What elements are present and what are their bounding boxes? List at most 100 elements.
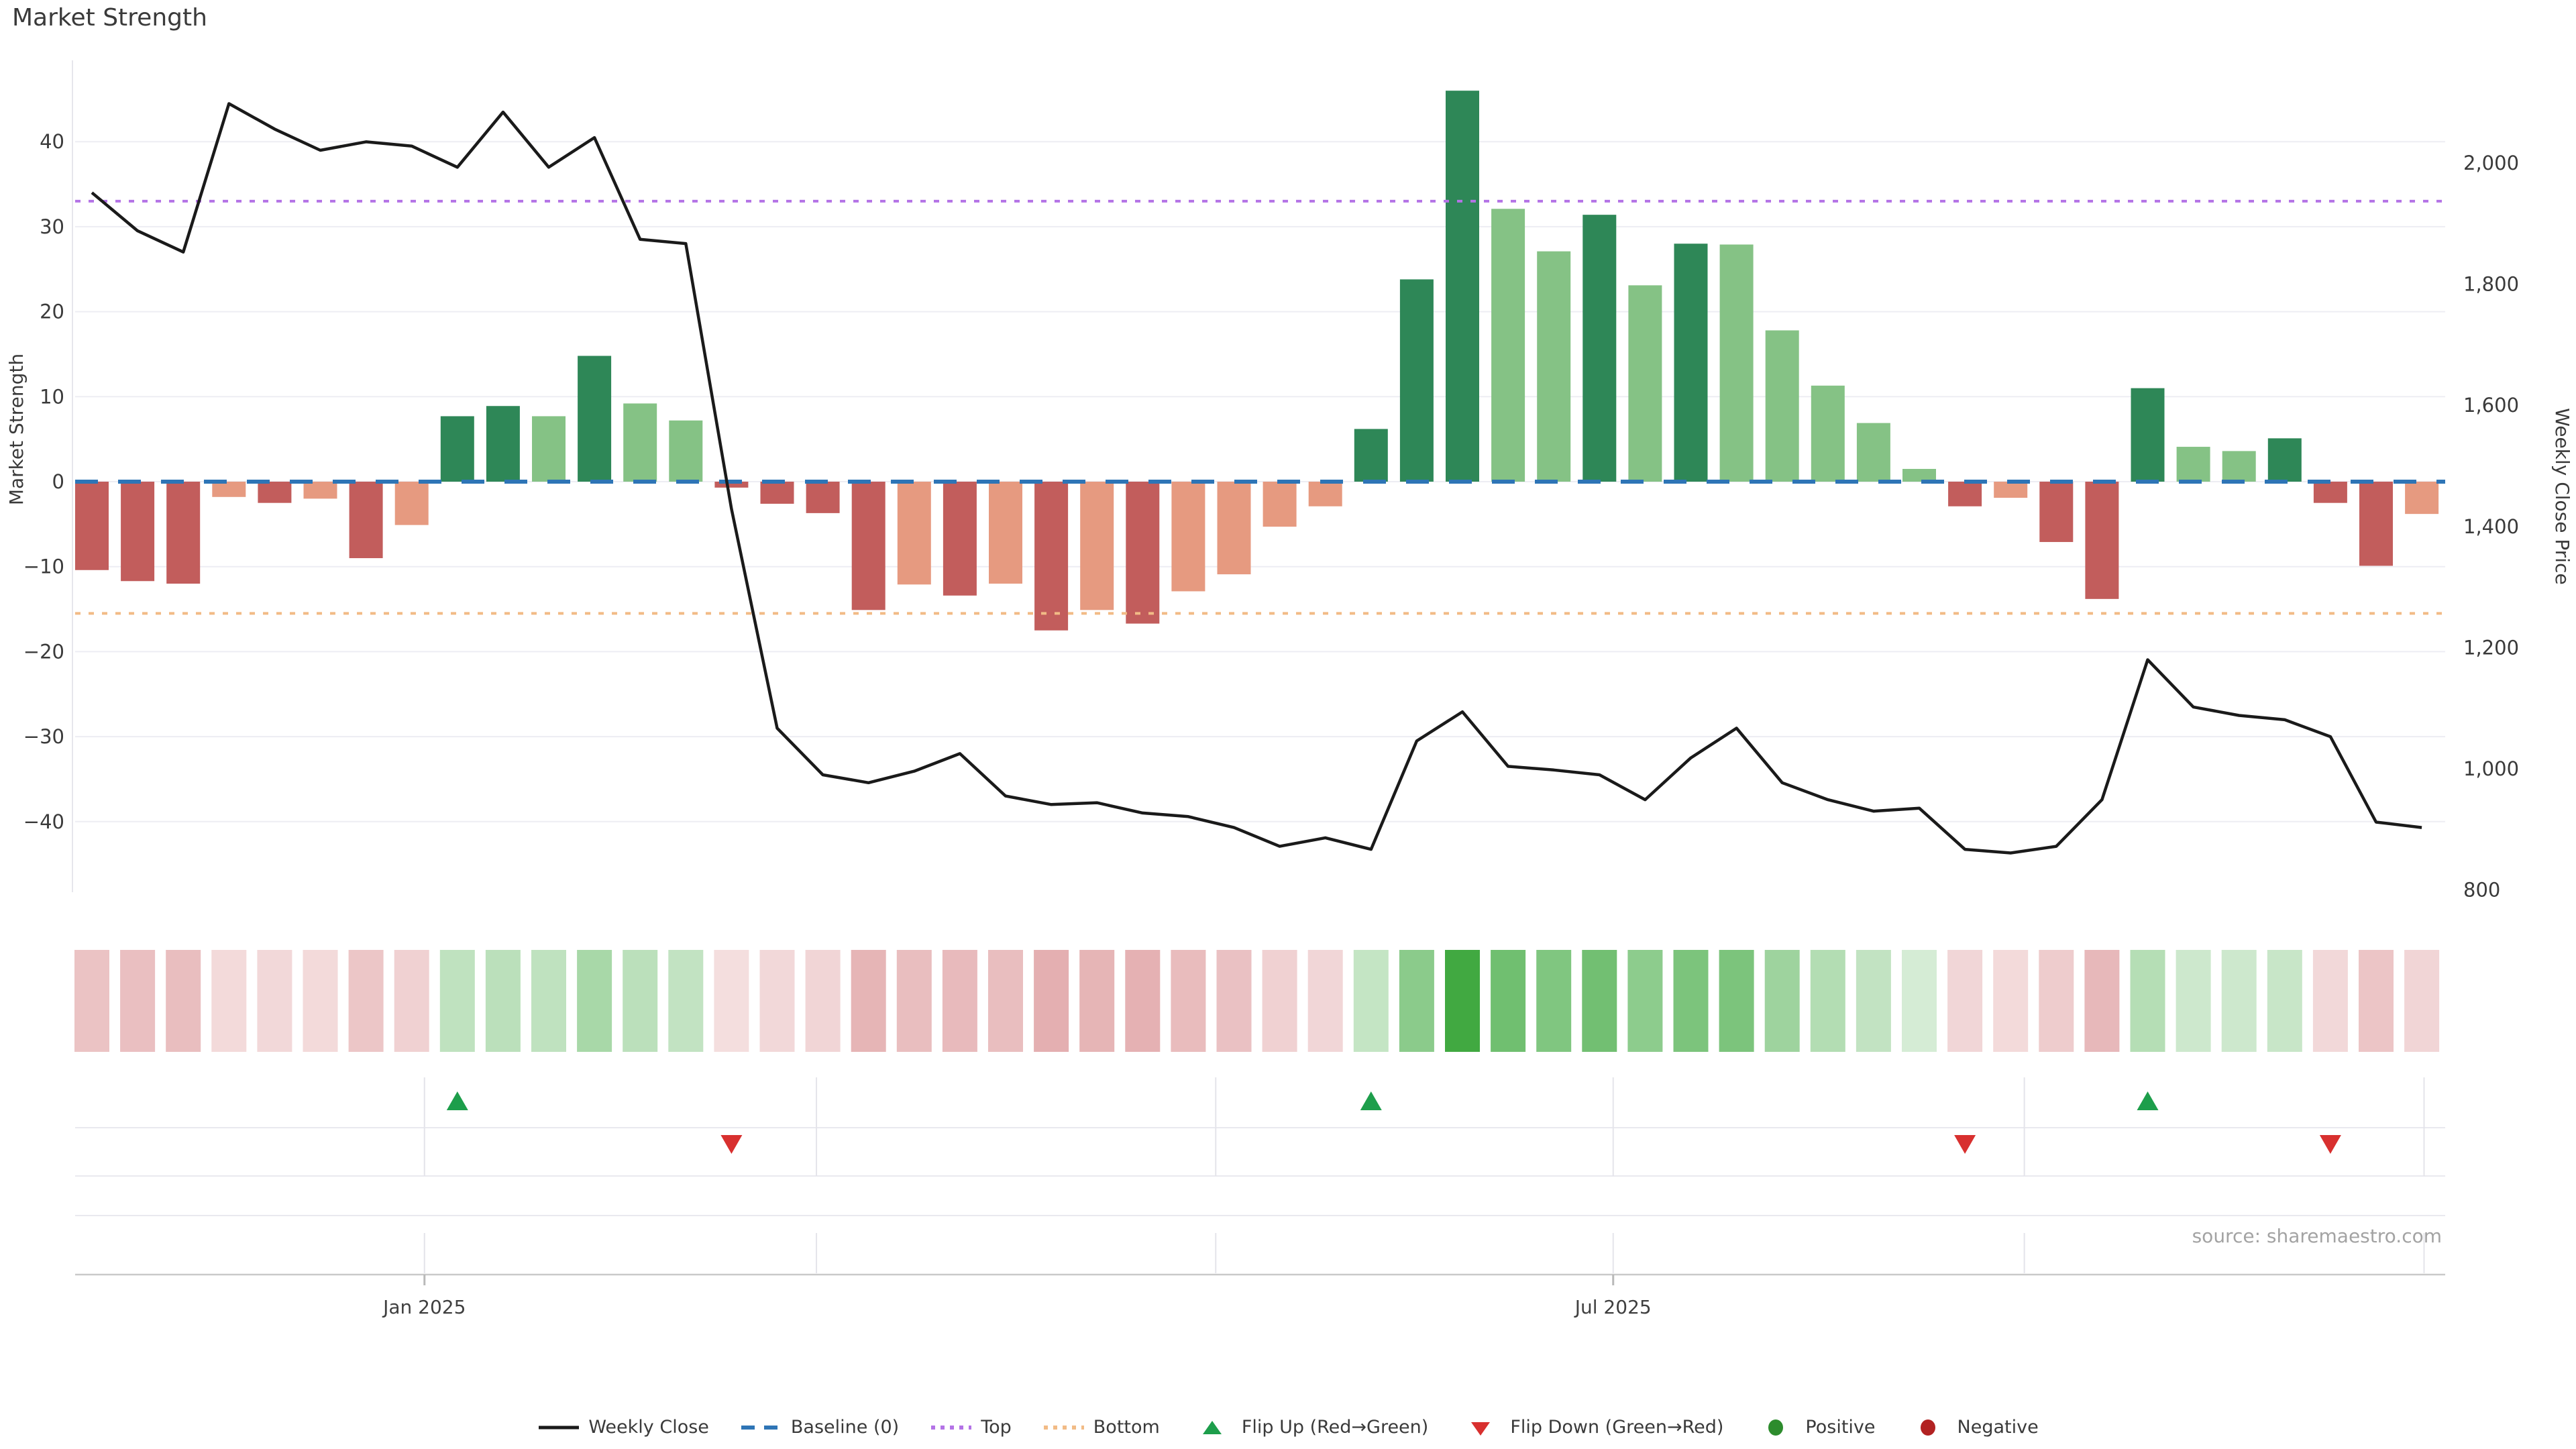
flip-up-icon — [1202, 1420, 1222, 1434]
strength-tick-label: 10 — [40, 385, 64, 408]
heatmap-cell — [2039, 950, 2074, 1052]
legend-item-bottom[interactable]: Bottom — [1042, 1417, 1160, 1438]
price-tick-label: 1,800 — [2463, 273, 2519, 296]
weekly-close-line — [91, 102, 2422, 855]
heatmap-cell — [577, 950, 612, 1052]
heatmap-cell — [1719, 950, 1754, 1052]
heatmap-cell — [1171, 950, 1206, 1052]
strength-bar — [1856, 423, 1890, 482]
chart-legend: Weekly Close Baseline (0) Top Bottom Flip Up… — [0, 1417, 2576, 1438]
heatmap-cell — [120, 950, 156, 1052]
legend-item-flip-down-green-red[interactable]: Flip Down (Green→Red) — [1459, 1417, 1723, 1438]
strength-bar — [303, 482, 337, 499]
legend-swatch-icon — [1920, 1419, 1935, 1436]
legend-swatch-icon — [741, 1425, 782, 1430]
price-tick-label: 1,600 — [2463, 394, 2519, 417]
strength-bar — [532, 416, 566, 482]
heatmap-cell — [211, 950, 247, 1052]
heatmap-cell — [394, 950, 429, 1052]
legend-item-negative[interactable]: Negative — [1907, 1417, 2039, 1438]
legend-item-top[interactable]: Top — [930, 1417, 1012, 1438]
price-tick-label: 800 — [2463, 879, 2500, 902]
heatmap-cell — [1627, 950, 1663, 1052]
strength-bar — [989, 482, 1022, 584]
strength-bar — [212, 482, 246, 497]
strength-bar — [1537, 251, 1571, 482]
legend-item-baseline-0[interactable]: Baseline (0) — [740, 1417, 899, 1438]
strength-bar — [2176, 447, 2210, 482]
strength-bar — [1399, 279, 1434, 482]
legend-item-flip-up-red-green[interactable]: Flip Up (Red→Green) — [1191, 1417, 1429, 1438]
strength-bar — [1217, 482, 1251, 575]
flip-up-marker — [2137, 1091, 2159, 1110]
strength-bar — [1446, 91, 1479, 482]
flip-down-marker — [2319, 1135, 2341, 1154]
strength-bar — [669, 420, 703, 482]
strength-bar — [440, 416, 474, 482]
strength-bar — [2085, 482, 2119, 599]
heatmap-cell — [2221, 950, 2257, 1052]
strength-bar — [1765, 330, 1799, 482]
legend-item-weekly-close[interactable]: Weekly Close — [537, 1417, 709, 1438]
heatmap-cell — [1216, 950, 1252, 1052]
strength-bar — [349, 482, 383, 559]
strength-bar — [1628, 285, 1662, 482]
flip-up-marker — [446, 1091, 468, 1110]
price-tick-label: 2,000 — [2463, 152, 2519, 174]
strength-bar — [1491, 209, 1525, 482]
heatmap-cell — [668, 950, 704, 1052]
strength-bar — [2405, 482, 2439, 515]
heatmap-cell — [1764, 950, 1800, 1052]
strength-bar — [1719, 244, 1754, 482]
strength-bar — [1948, 482, 1982, 506]
strength-bar — [258, 482, 292, 503]
heatmap-cell — [2404, 950, 2440, 1052]
strength-tick-label: 20 — [40, 301, 64, 323]
strength-bar — [394, 482, 429, 525]
heatmap-cell — [623, 950, 658, 1052]
strength-bar — [2222, 451, 2256, 482]
legend-label: Weekly Close — [588, 1417, 709, 1438]
heatmap-cell — [1307, 950, 1343, 1052]
heatmap-cell — [805, 950, 841, 1052]
heatmap-cell — [1353, 950, 1389, 1052]
strength-tick-label: −30 — [23, 725, 64, 748]
strength-bar — [486, 406, 520, 482]
strength-bar — [2131, 388, 2165, 482]
heatmap-cell — [1125, 950, 1161, 1052]
legend-label: Flip Up (Red→Green) — [1241, 1417, 1429, 1438]
heatmap-cell — [1491, 950, 1526, 1052]
price-tick-label: 1,400 — [2463, 515, 2519, 538]
strength-bar — [806, 482, 840, 513]
heatmap-cell — [1673, 950, 1709, 1052]
flip-down-marker — [1954, 1135, 1976, 1154]
heatmap-cell — [439, 950, 475, 1052]
heatmap-cell — [348, 950, 384, 1052]
legend-item-positive[interactable]: Positive — [1754, 1417, 1876, 1438]
strength-tick-label: 0 — [52, 470, 64, 493]
heatmap-cell — [485, 950, 521, 1052]
strength-bar — [1994, 482, 2028, 498]
source-text: source: sharemaestro.com — [2192, 1225, 2442, 1247]
strength-bar — [851, 482, 885, 610]
strength-bar — [1126, 482, 1160, 624]
legend-label: Flip Down (Green→Red) — [1510, 1417, 1724, 1438]
heatmap-cell — [1079, 950, 1115, 1052]
heatmap-cell — [896, 950, 932, 1052]
strength-tick-label: −20 — [23, 640, 64, 663]
legend-label: Negative — [1957, 1417, 2039, 1438]
strength-bar — [2267, 438, 2302, 482]
legend-swatch-icon — [931, 1425, 972, 1430]
heatmap-cell — [942, 950, 977, 1052]
heatmap-cell — [1993, 950, 2029, 1052]
strength-bar — [166, 482, 201, 584]
heatmap-cell — [1902, 950, 1937, 1052]
heatmap-cell — [2359, 950, 2394, 1052]
heatmap-cell — [1262, 950, 1297, 1052]
heatmap-cell — [166, 950, 201, 1052]
heatmap-cell — [1856, 950, 1891, 1052]
x-tick-label: Jul 2025 — [1574, 1296, 1652, 1318]
heatmap-cell — [531, 950, 566, 1052]
heatmap-cell — [257, 950, 292, 1052]
